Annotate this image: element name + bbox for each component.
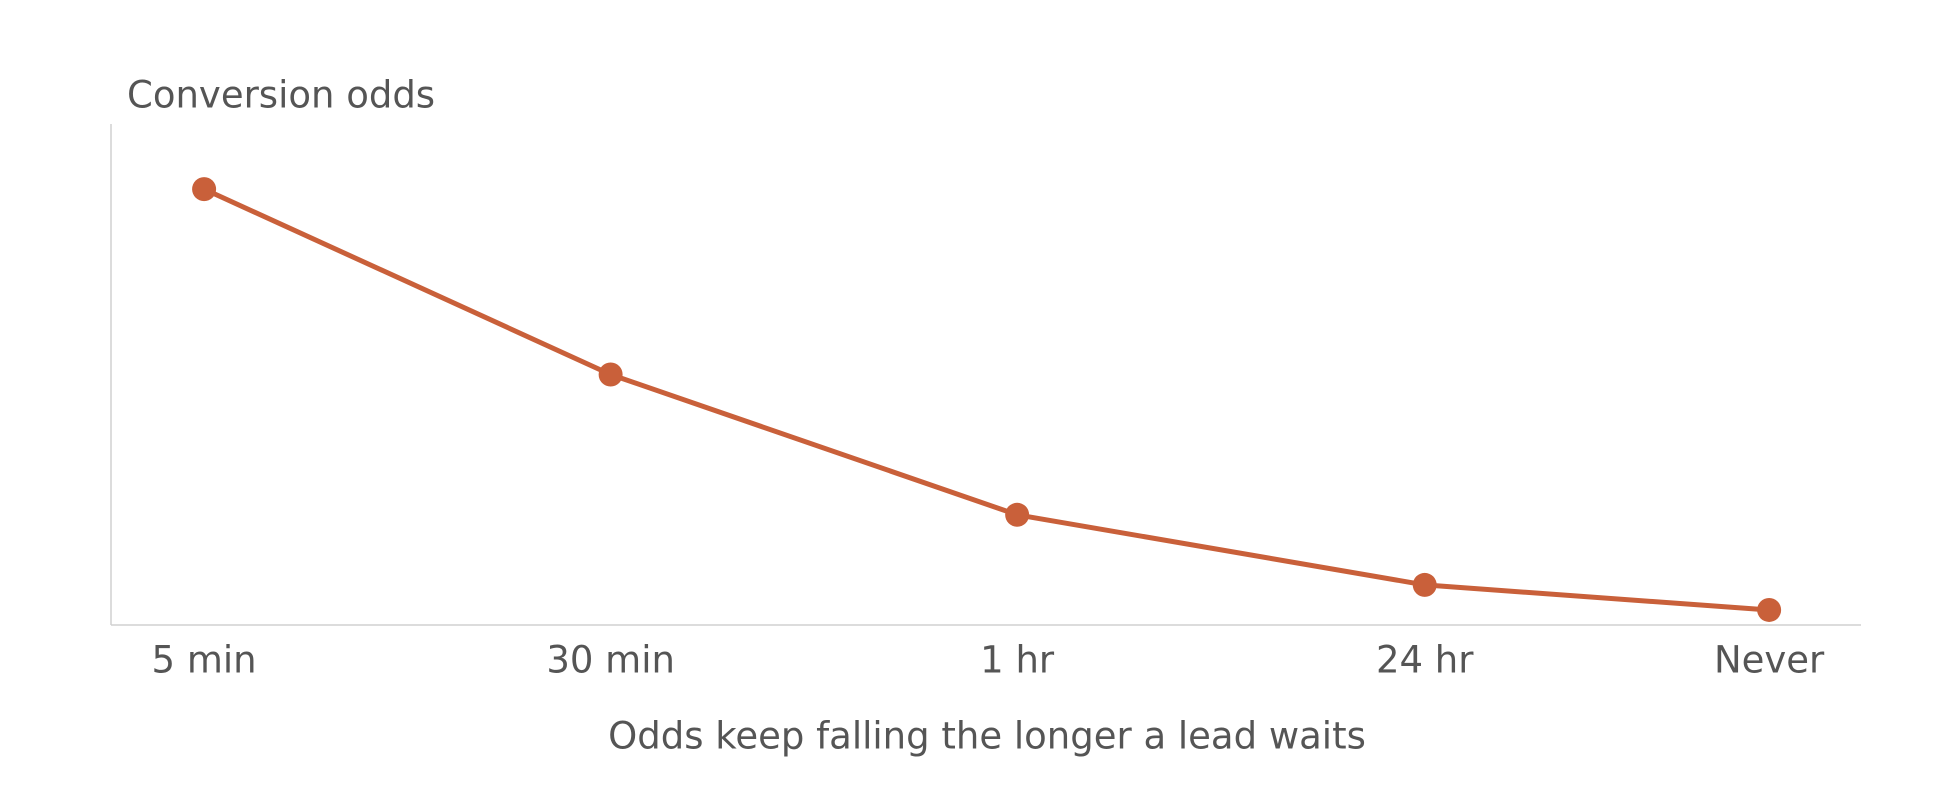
x-tick-label: 5 min (152, 639, 257, 682)
x-axis-title: Odds keep falling the longer a lead wait… (608, 715, 1366, 758)
x-tick-label: Never (1714, 639, 1825, 682)
marker (598, 362, 623, 387)
marker (192, 177, 217, 202)
chart-title: Conversion odds (127, 74, 435, 117)
x-tick-label: 24 hr (1376, 639, 1474, 682)
marker (1005, 502, 1030, 527)
marker (1757, 597, 1782, 622)
line (203, 186, 1770, 613)
marker (1412, 572, 1437, 597)
x-tick-label: 30 min (546, 639, 675, 682)
x-tick-label: 1 hr (980, 639, 1055, 682)
